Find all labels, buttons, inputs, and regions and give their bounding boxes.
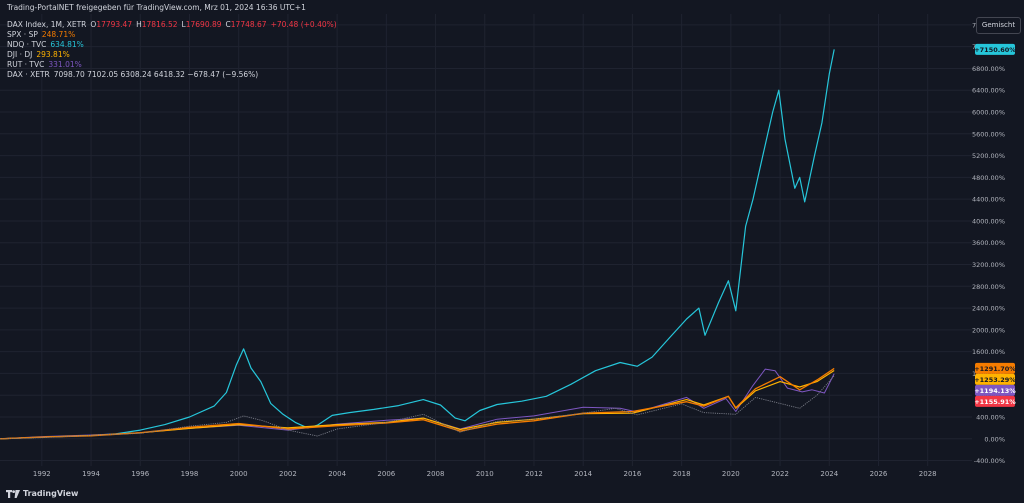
y-tick-label: 3200.00% [972,261,1005,269]
x-tick-label: 2000 [230,470,248,478]
x-tick-label: 1992 [33,470,51,478]
legend-value: 634.81% [50,40,84,50]
x-tick-label: 2008 [427,470,445,478]
legend-value: 331.01% [48,60,82,70]
y-tick-label: 1600.00% [972,348,1005,356]
x-tick-label: 2024 [820,470,838,478]
price-label-rut: +1194.13% [974,384,1016,396]
y-tick-label: 6400.00% [972,87,1005,95]
y-tick-label: 2000.00% [972,326,1005,334]
legend-label: DJI · DJ [7,50,33,60]
y-tick-label: 3600.00% [972,239,1005,247]
price-label-text: +1155.91% [974,398,1016,406]
footer-brand[interactable]: TradingView [6,489,78,498]
legend: DAX Index, 1M, XETR O17793.47 H17816.52 L17… [7,20,341,81]
tradingview-logo-icon [6,489,20,498]
series-line-dax[interactable] [0,375,835,440]
legend-h-label: H [136,20,142,29]
legend-row-ndq[interactable]: NDQ · TVC 634.81% [7,40,341,50]
series-line-spx[interactable] [0,367,835,440]
legend-row-spx[interactable]: SPX · SP 248.71% [7,30,341,40]
x-axis: 1992 1994 1996 1998 2000 2002 2004 2006 2008 2010… [33,470,937,478]
legend-label: NDQ · TVC [7,40,47,50]
x-tick-label: 2026 [870,470,888,478]
legend-row-dji[interactable]: DJI · DJ 293.81% [7,50,341,60]
y-tick-label: 2400.00% [972,305,1005,313]
x-tick-label: 2010 [476,470,494,478]
x-tick-label: 2022 [771,470,789,478]
grid [0,14,972,466]
y-tick-label: 5600.00% [972,130,1005,138]
price-label-dax: +1155.91% [974,395,1016,407]
x-tick-label: 2006 [377,470,395,478]
price-label-text: +1291.70% [974,365,1016,373]
x-tick-label: 2028 [919,470,937,478]
price-label-nasdaq: +7150.60% [974,43,1016,55]
legend-o-value: 17793.47 [96,20,133,29]
y-tick-label: 5200.00% [972,152,1005,160]
footer-brand-text: TradingView [23,489,79,498]
price-label-dji: +1253.29% [974,373,1016,385]
y-tick-label: 4400.00% [972,196,1005,204]
y-tick-label: 0.00% [984,435,1005,443]
legend-l-label: L [181,20,186,29]
legend-main-row[interactable]: DAX Index, 1M, XETR O17793.47 H17816.52 L17… [7,20,341,30]
legend-change: +70.48 (+0.40%) [270,20,337,29]
series-line-nasdaq[interactable] [0,49,835,440]
y-tick-label: 6800.00% [972,65,1005,73]
chart-header-title: Trading-PortalNET freigegeben für Tradin… [7,3,306,12]
x-tick-label: 2012 [525,470,543,478]
legend-l-value: 17690.89 [185,20,222,29]
legend-value: 7098.70 7102.05 6308.24 6418.32 −678.47 … [53,70,259,80]
legend-h-value: 17816.52 [141,20,178,29]
legend-label: RUT · TVC [7,60,45,70]
legend-row-dax[interactable]: DAX · XETR 7098.70 7102.05 6308.24 6418.3… [7,70,341,80]
price-label-text: +1194.13% [974,387,1016,395]
series-line-dji[interactable] [0,369,835,440]
y-tick-label: 6000.00% [972,109,1005,117]
y-tick-label: 4800.00% [972,174,1005,182]
y-tick-label: -400.00% [974,457,1005,465]
price-labels: +7150.60% +1291.70% +1253.29% +1194.13% +115… [974,43,1016,407]
legend-main-symbol: DAX Index, 1M, XETR [7,20,87,29]
legend-c-value: 17748.67 [230,20,267,29]
x-tick-label: 1998 [181,470,199,478]
y-tick-label: 400.00% [976,413,1005,421]
y-tick-label: 2800.00% [972,283,1005,291]
legend-label: DAX · XETR [7,70,50,80]
x-tick-label: 2018 [673,470,691,478]
x-tick-label: 1994 [82,470,100,478]
series-layer [0,49,835,440]
price-label-spx: +1291.70% [974,362,1016,374]
legend-label: SPX · SP [7,30,38,40]
y-tick-label: 4000.00% [972,217,1005,225]
x-tick-label: 2016 [624,470,642,478]
legend-o-label: O [90,20,97,29]
legend-row-rut[interactable]: RUT · TVC 331.01% [7,60,341,70]
legend-value: 248.71% [41,30,76,40]
x-tick-label: 2002 [279,470,297,478]
legend-c-label: C [225,20,231,29]
x-tick-label: 2004 [328,470,346,478]
scale-mode-button[interactable]: Gemischt [976,17,1021,34]
x-tick-label: 2020 [722,470,740,478]
x-tick-label: 1996 [131,470,149,478]
price-label-text: +7150.60% [974,46,1016,54]
price-label-text: +1253.29% [974,376,1016,384]
legend-value: 293.81% [36,50,70,60]
x-tick-label: 2014 [574,470,592,478]
